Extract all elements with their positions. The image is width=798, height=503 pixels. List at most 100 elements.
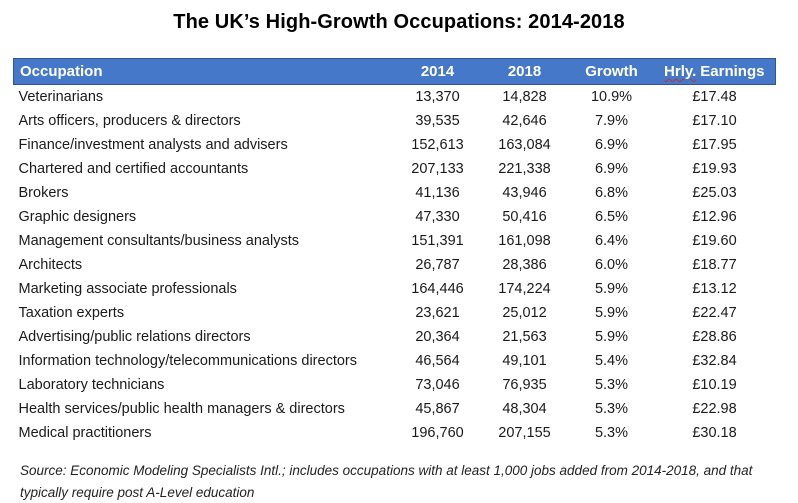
jobs-2014-cell: 196,760 (411, 424, 464, 441)
growth-cell: 7.9% (594, 112, 629, 129)
jobs-2014-cell: 46,564 (415, 352, 460, 369)
table-row: Brokers 41,136 43,946 6.8% £25.03 (14, 181, 776, 205)
jobs-2018-cell: 50,416 (502, 208, 547, 225)
jobs-2018-cell: 21,563 (502, 328, 547, 345)
growth-cell: 6.9% (594, 160, 629, 177)
jobs-2014-cell: 13,370 (415, 88, 460, 105)
occupation-cell: Veterinarians (18, 88, 104, 105)
hourly-earnings-cell: £17.48 (692, 88, 737, 105)
jobs-2014-cell: 47,330 (415, 208, 460, 225)
hourly-earnings-cell: £25.03 (692, 184, 737, 201)
hourly-earnings-cell: £18.77 (692, 256, 737, 273)
jobs-2018-cell: 28,386 (502, 256, 547, 273)
table-header-row: Occupation 2014 2018 Growth Hrly. Earning… (13, 58, 776, 85)
jobs-2014-cell: 23,621 (415, 304, 460, 321)
growth-cell: 6.8% (594, 184, 629, 201)
occupation-cell: Laboratory technicians (18, 376, 165, 393)
hourly-earnings-cell: £30.18 (692, 424, 737, 441)
jobs-2014-cell: 207,133 (411, 160, 464, 177)
jobs-2018-cell: 43,946 (502, 184, 547, 201)
jobs-2014-cell: 39,535 (415, 112, 460, 129)
hrly-abbrev-spellcheck-underline: Hrly. (664, 63, 697, 80)
hourly-earnings-cell: £13.12 (692, 280, 737, 297)
source-note: Source: Economic Modeling Specialists In… (20, 462, 753, 500)
jobs-2018-cell: 221,338 (498, 160, 551, 177)
table-row: Advertising/public relations directors 2… (14, 325, 776, 349)
jobs-2018-cell: 207,155 (498, 424, 551, 441)
jobs-2014-cell: 26,787 (415, 256, 460, 273)
page-title: The UK’s High-Growth Occupations: 2014-2… (173, 11, 625, 33)
hourly-earnings-cell: £22.98 (692, 400, 737, 417)
hourly-earnings-cell: £17.95 (692, 136, 737, 153)
growth-cell: 5.9% (594, 328, 629, 345)
table-row: Taxation experts 23,621 25,012 5.9% £22.… (14, 301, 776, 325)
occupations-table: Occupation 2014 2018 Growth Hrly. Earning… (13, 58, 776, 445)
table-row: Medical practitioners 196,760 207,155 5.… (14, 421, 776, 445)
occupation-cell: Architects (18, 256, 83, 273)
hourly-earnings-cell: £22.47 (692, 304, 737, 321)
column-header-occupation: Occupation (13, 58, 396, 85)
growth-cell: 5.9% (594, 280, 629, 297)
growth-cell: 6.0% (594, 256, 629, 273)
jobs-2018-cell: 76,935 (502, 376, 547, 393)
hourly-earnings-cell: £19.93 (692, 160, 737, 177)
occupation-cell: Graphic designers (18, 208, 137, 225)
growth-cell: 6.4% (594, 232, 629, 249)
hourly-earnings-cell: £32.84 (692, 352, 737, 369)
occupation-cell: Information technology/telecommunication… (18, 352, 358, 369)
occupation-cell: Chartered and certified accountants (18, 160, 249, 177)
table-row: Health services/public health managers &… (14, 397, 776, 421)
growth-cell: 5.3% (594, 424, 629, 441)
jobs-2014-cell: 152,613 (411, 136, 464, 153)
jobs-2018-cell: 42,646 (502, 112, 547, 129)
growth-cell: 5.3% (594, 400, 629, 417)
table-row: Chartered and certified accountants 207,… (14, 157, 776, 181)
jobs-2018-cell: 49,101 (502, 352, 547, 369)
jobs-2014-cell: 45,867 (415, 400, 460, 417)
jobs-2018-cell: 163,084 (498, 136, 551, 153)
occupation-cell: Finance/investment analysts and advisers (18, 136, 288, 153)
occupation-cell: Marketing associate professionals (18, 280, 237, 297)
growth-cell: 5.4% (594, 352, 629, 369)
jobs-2014-cell: 151,391 (411, 232, 464, 249)
table-row: Laboratory technicians 73,046 76,935 5.3… (14, 373, 776, 397)
jobs-2018-cell: 161,098 (498, 232, 551, 249)
occupation-cell: Health services/public health managers &… (18, 400, 345, 417)
jobs-2014-cell: 20,364 (415, 328, 460, 345)
table-row: Finance/investment analysts and advisers… (14, 133, 776, 157)
occupation-cell: Advertising/public relations directors (18, 328, 251, 345)
growth-cell: 6.9% (594, 136, 629, 153)
growth-cell: 5.3% (594, 376, 629, 393)
occupation-cell: Management consultants/business analysts (18, 232, 300, 249)
table-row: Management consultants/business analysts… (14, 229, 776, 253)
table-row: Architects 26,787 28,386 6.0% £18.77 (14, 253, 776, 277)
table-row: Arts officers, producers & directors 39,… (14, 109, 776, 133)
growth-cell: 5.9% (594, 304, 629, 321)
column-header-2014: 2014 (395, 58, 480, 85)
hourly-earnings-cell: £28.86 (692, 328, 737, 345)
jobs-2014-cell: 164,446 (411, 280, 464, 297)
table-row: Graphic designers 47,330 50,416 6.5% £12… (14, 205, 776, 229)
jobs-2014-cell: 41,136 (415, 184, 460, 201)
hourly-earnings-cell: £10.19 (692, 376, 737, 393)
hourly-earnings-cell: £19.60 (692, 232, 737, 249)
column-header-hourly-earnings: Hrly. Earnings (653, 58, 776, 85)
jobs-2018-cell: 48,304 (502, 400, 547, 417)
occupation-cell: Arts officers, producers & directors (18, 112, 241, 129)
column-header-growth: Growth (569, 58, 654, 85)
table-row: Information technology/telecommunication… (14, 349, 776, 373)
growth-cell: 10.9% (590, 88, 633, 105)
occupation-cell: Brokers (18, 184, 69, 201)
earnings-label-part: Earnings (700, 63, 765, 80)
table-row: Marketing associate professionals 164,44… (14, 277, 776, 301)
jobs-2018-cell: 14,828 (502, 88, 547, 105)
table-row: Veterinarians 13,370 14,828 10.9% £17.48 (14, 85, 776, 109)
hourly-earnings-cell: £17.10 (692, 112, 737, 129)
jobs-2014-cell: 73,046 (415, 376, 460, 393)
jobs-2018-cell: 174,224 (498, 280, 551, 297)
occupation-cell: Medical practitioners (18, 424, 152, 441)
hourly-earnings-cell: £12.96 (692, 208, 737, 225)
column-header-2018: 2018 (479, 58, 570, 85)
occupation-cell: Taxation experts (18, 304, 125, 321)
